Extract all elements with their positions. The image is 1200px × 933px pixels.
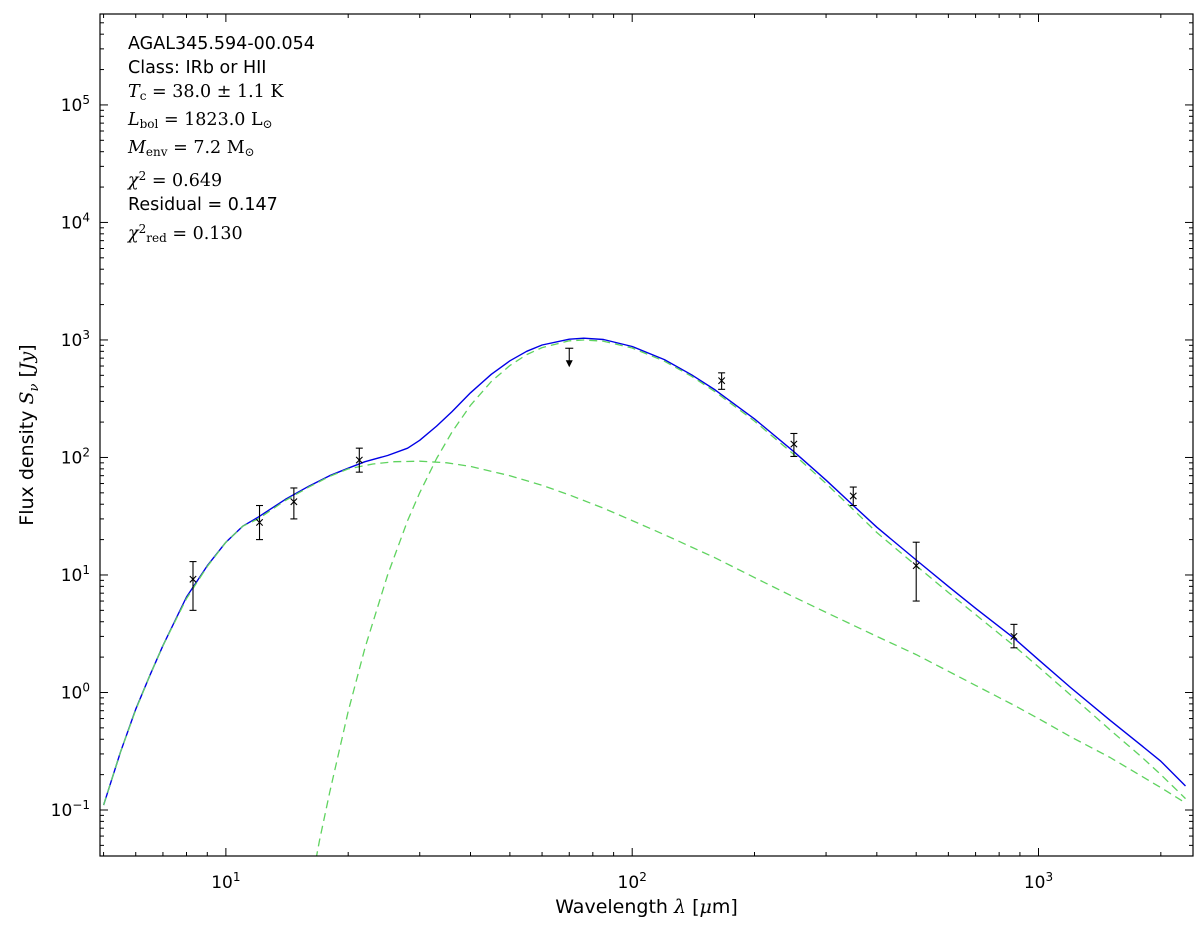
annotation-segment: ⊙ (262, 117, 273, 131)
annotation-segment: T (128, 82, 140, 102)
annotation-segment: 2 (138, 169, 147, 183)
component-cold-curve (315, 339, 1186, 856)
annotation-segment: = 0.130 (166, 224, 243, 244)
data-point (255, 504, 264, 541)
y-tick-label: 10−1 (51, 798, 90, 821)
component-warm-curve (102, 460, 1186, 806)
annotation-segment: 2 (138, 222, 147, 236)
x-axis-label: Wavelength λ [μm] (555, 896, 738, 918)
annotation-segment: ⊙ (244, 145, 255, 159)
data-point (718, 372, 726, 390)
annotation-line: χ2 = 0.649 (128, 164, 315, 193)
y-axis-label: Flux density Sν [Jy] (16, 344, 42, 525)
annotation-segment: Residual = 0.147 (128, 195, 278, 215)
down-arrow-icon (565, 360, 573, 368)
data-point (189, 561, 197, 611)
x-tick-label: 102 (618, 870, 647, 893)
annotation-line: Tc = 38.0 ± 1.1 K (128, 80, 315, 108)
annotation-segment: χ (128, 171, 139, 191)
data-point (290, 487, 298, 520)
annotation-segment: = 1823.0 L (158, 110, 263, 130)
x-tick-label: 103 (1024, 870, 1053, 893)
y-tick-label: 100 (61, 680, 90, 703)
annotation-line: Class: IRb or HII (128, 56, 315, 80)
data-point (355, 447, 363, 473)
data-point (790, 432, 798, 458)
annotation-segment: red (146, 231, 167, 245)
annotation-segment: M (128, 138, 146, 158)
data-point (1010, 623, 1018, 649)
data-point (849, 486, 857, 507)
y-tick-label: 101 (61, 563, 90, 586)
upper-limit-point (565, 347, 574, 368)
annotation-segment: = 38.0 ± 1.1 K (146, 82, 284, 102)
annotation-line: Menv = 7.2 M⊙ (128, 136, 315, 164)
model-curves (102, 337, 1186, 856)
annotation-segment: bol (139, 117, 159, 131)
annotation-line: Lbol = 1823.0 L⊙ (128, 108, 315, 136)
data-point (912, 541, 920, 602)
annotation-line: Residual = 0.147 (128, 193, 315, 217)
annotation-block: AGAL345.594-00.054 Class: IRb or HII Tc = … (128, 32, 315, 250)
annotation-segment: Class: IRb or HII (128, 58, 267, 78)
y-tick-label: 104 (61, 210, 90, 233)
annotation-segment: L (128, 110, 140, 130)
y-tick-label: 105 (61, 93, 90, 116)
x-tick-label: 101 (211, 870, 240, 893)
annotation-segment: env (145, 145, 168, 159)
annotation-line: χ2red = 0.130 (128, 217, 315, 250)
annotation-segment: χ (128, 224, 139, 244)
y-tick-label: 102 (61, 445, 90, 468)
model-fit-total-curve (102, 337, 1186, 806)
annotation-line: AGAL345.594-00.054 (128, 32, 315, 56)
annotation-segment: = 0.649 (146, 171, 223, 191)
annotation-segment: c (139, 89, 147, 103)
axes-border (99, 13, 1194, 857)
annotation-segment: AGAL345.594-00.054 (128, 34, 315, 54)
annotation-segment: = 7.2 M (167, 138, 245, 158)
y-tick-label: 103 (61, 328, 90, 351)
